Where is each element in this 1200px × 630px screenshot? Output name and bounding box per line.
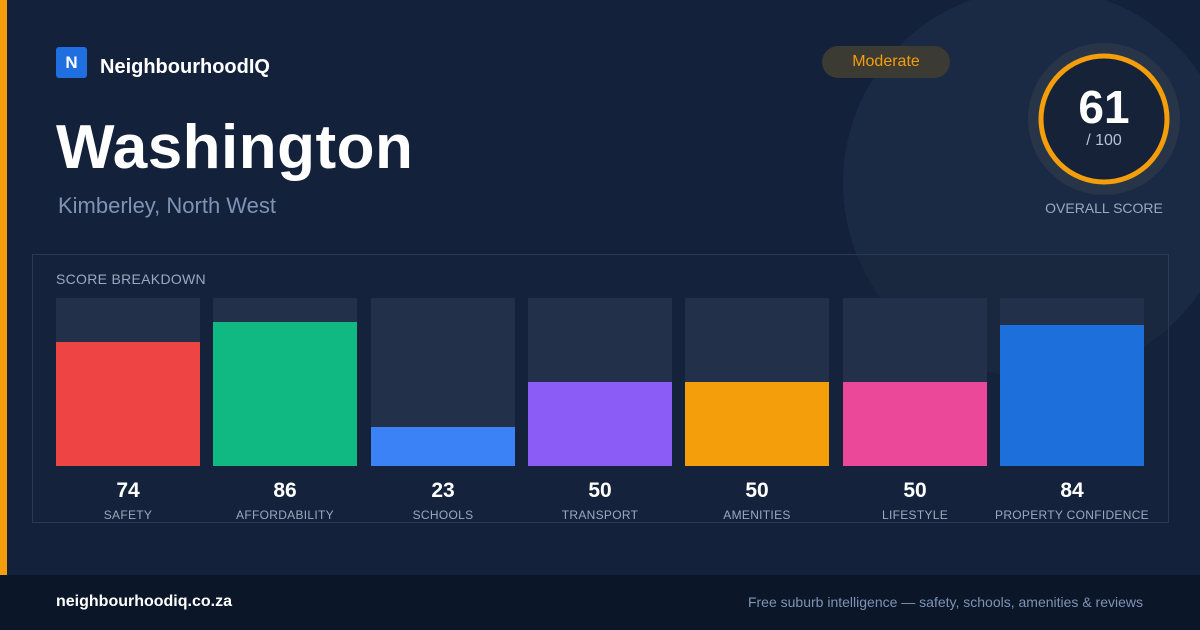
overall-score-max: / 100 xyxy=(1086,132,1122,149)
bar-track xyxy=(371,298,515,466)
score-bar-affordability xyxy=(213,298,357,466)
bar-fill xyxy=(1000,325,1144,466)
bar-value: 86 xyxy=(273,479,297,502)
bar-value: 74 xyxy=(116,479,140,502)
rating-badge: Moderate xyxy=(822,46,950,78)
overall-score-value: 61 xyxy=(1078,81,1130,133)
suburb-title: Washington xyxy=(56,113,414,182)
score-bar-transport xyxy=(528,298,672,466)
bar-fill xyxy=(56,342,200,466)
brand-logo-icon: N xyxy=(56,47,87,78)
overall-score-label: OVERALL SCORE xyxy=(1045,200,1163,216)
score-bar-schools xyxy=(371,298,515,466)
bar-label: SAFETY xyxy=(103,508,153,522)
bar-label: AMENITIES xyxy=(723,508,791,522)
bar-label: SCHOOLS xyxy=(412,508,474,522)
footer-site-link[interactable]: neighbourhoodiq.co.za xyxy=(56,593,232,610)
overall-score-ring xyxy=(1028,43,1180,195)
bar-value: 50 xyxy=(588,479,612,502)
bar-track xyxy=(1000,298,1144,466)
score-bar-amenities xyxy=(685,298,829,466)
footer xyxy=(0,575,1200,630)
score-bar-property-confidence xyxy=(1000,298,1144,466)
score-bar-safety xyxy=(56,298,200,466)
score-bar-lifestyle xyxy=(843,298,987,466)
bar-track xyxy=(528,298,672,466)
footer-tagline: Free suburb intelligence — safety, schoo… xyxy=(747,594,1143,610)
bar-track xyxy=(843,298,987,466)
bar-label: TRANSPORT xyxy=(561,508,639,522)
bar-label: PROPERTY CONFIDENCE xyxy=(995,508,1149,522)
bar-value: 50 xyxy=(745,479,769,502)
bar-label: LIFESTYLE xyxy=(881,508,949,522)
bar-value: 84 xyxy=(1060,479,1084,502)
bar-track xyxy=(213,298,357,466)
bar-fill xyxy=(843,382,987,466)
score-ring-arc xyxy=(1038,53,1170,185)
bar-fill xyxy=(213,322,357,466)
bar-value: 23 xyxy=(431,479,455,502)
accent-bar xyxy=(0,0,7,575)
bar-fill xyxy=(371,427,515,466)
brand[interactable]: N NeighbourhoodIQ xyxy=(56,46,270,79)
suburb-location: Kimberley, North West xyxy=(58,193,277,218)
bar-track xyxy=(685,298,829,466)
bar-fill xyxy=(528,382,672,466)
bar-value: 50 xyxy=(903,479,927,502)
bar-fill xyxy=(685,382,829,466)
bar-track xyxy=(56,298,200,466)
score-breakdown-title: SCORE BREAKDOWN xyxy=(56,271,206,287)
bar-label: AFFORDABILITY xyxy=(236,508,334,522)
brand-name: NeighbourhoodIQ xyxy=(100,56,270,78)
